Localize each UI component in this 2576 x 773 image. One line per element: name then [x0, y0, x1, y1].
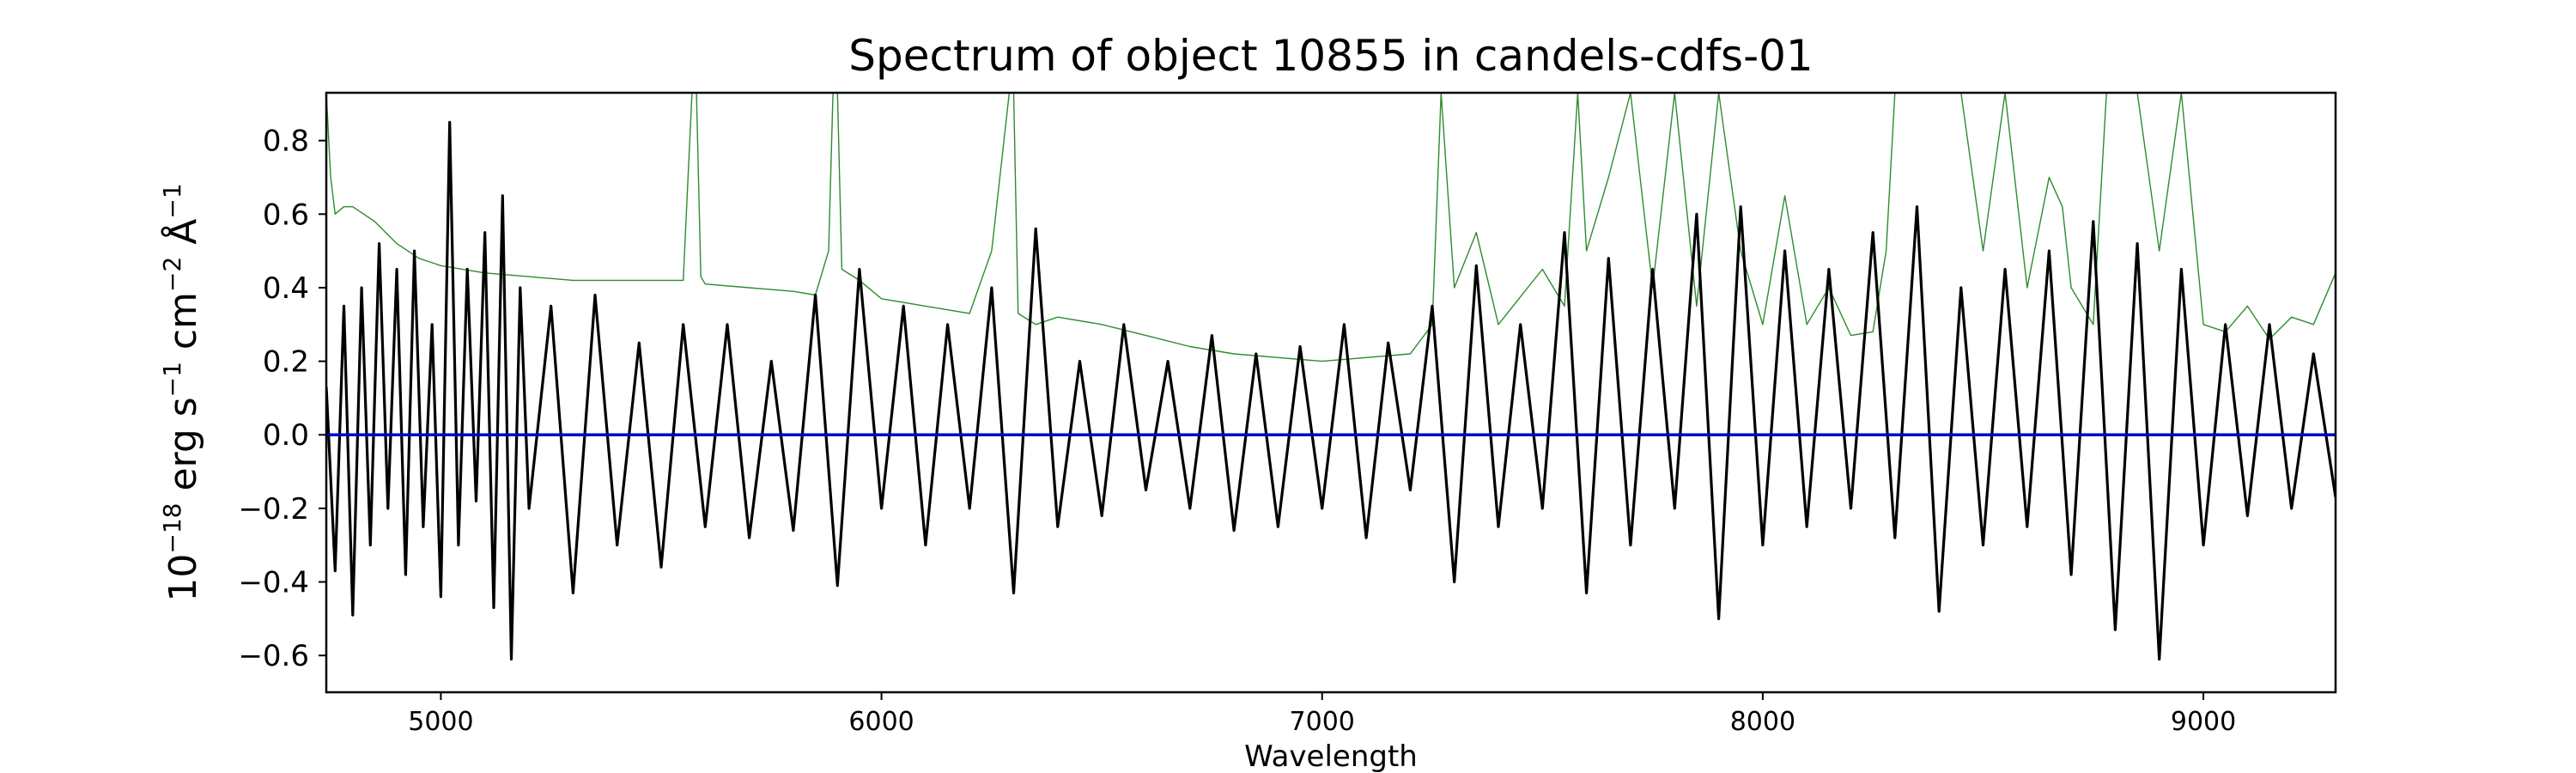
- error-series-line: [326, 93, 2336, 362]
- y-tick-label: 0.4: [263, 271, 309, 306]
- x-axis: 5000 6000 7000 8000 9000: [408, 692, 2236, 737]
- y-axis: −0.6 −0.4 −0.2 0.0 0.2 0.4 0.6 0.8: [238, 125, 326, 673]
- x-tick-label: 5000: [408, 707, 473, 737]
- y-tick-label: −0.6: [238, 639, 309, 673]
- y-axis-label: 10−18 erg s−1 cm−2 Å−1: [158, 183, 205, 601]
- plot-area: [325, 91, 2337, 694]
- y-tick-label: 0.6: [263, 198, 309, 232]
- x-axis-label: Wavelength: [1244, 740, 1418, 773]
- y-tick-label: −0.2: [238, 492, 309, 526]
- plot-frame: [325, 91, 2337, 694]
- chart-title: Spectrum of object 10855 in candels-cdfs…: [848, 31, 1814, 81]
- x-tick-label: 8000: [1730, 707, 1795, 737]
- y-tick-label: 0.2: [263, 345, 309, 380]
- y-tick-label: −0.4: [238, 566, 309, 600]
- y-tick-label: 0.0: [263, 418, 309, 453]
- x-tick-label: 7000: [1290, 707, 1355, 737]
- flux-series-line: [326, 120, 2336, 661]
- x-tick-label: 6000: [848, 707, 914, 737]
- x-tick-label: 9000: [2171, 707, 2236, 737]
- y-tick-label: 0.8: [263, 125, 309, 159]
